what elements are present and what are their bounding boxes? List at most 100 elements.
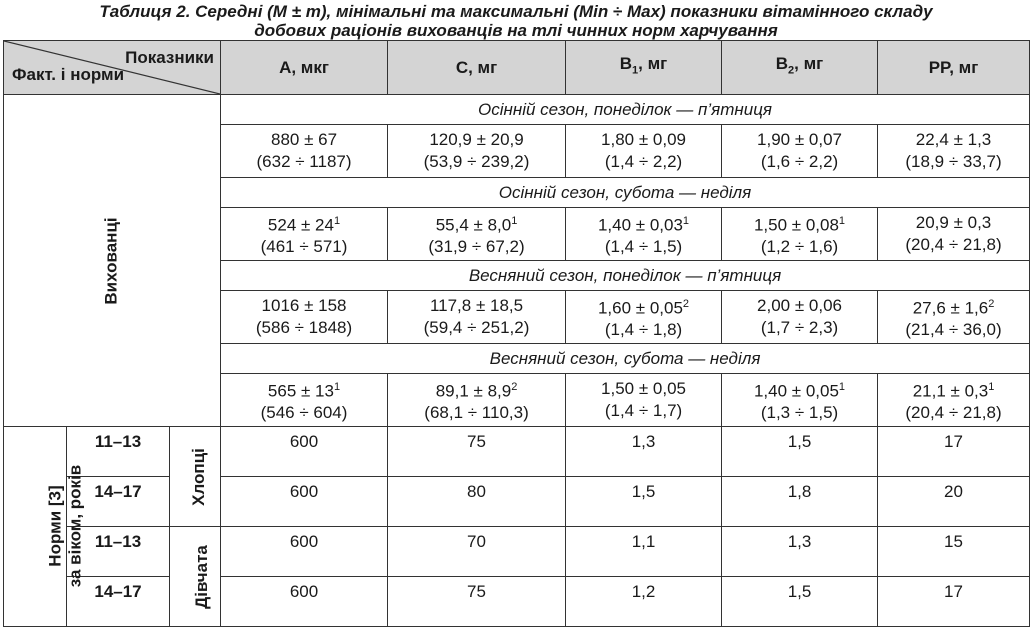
value-cell: 1,60 ± 0,052 (1,4 ÷ 1,8) [565, 290, 723, 344]
value-cell: 27,6 ± 1,62 (21,4 ÷ 36,0) [877, 290, 1031, 344]
norm-value: 1,2 [565, 576, 723, 627]
significance-mark: 1 [511, 214, 518, 227]
significance-mark: 2 [682, 297, 690, 310]
range-value: (1,4 ÷ 1,8) [604, 320, 683, 340]
mean-value: 1,80 ± 0,09 [601, 130, 686, 149]
norms-label-cell: Норми [3] за віком, років [3, 426, 84, 627]
value-cell: 21,1 ± 0,31 (20,4 ÷ 21,8) [877, 373, 1031, 427]
significance-mark: 2 [511, 380, 518, 393]
mean-value: 22,4 ± 1,3 [915, 130, 992, 149]
mean-value: 1,50 ± 0,08 [753, 215, 839, 235]
value-cell: 1016 ± 158 (586 ÷ 1848) [220, 290, 389, 344]
value-cell: 565 ± 131 (546 ÷ 604) [220, 373, 389, 427]
mean-value: 1,90 ± 0,07 [757, 130, 842, 149]
value-cell: 89,1 ± 8,92 (68,1 ÷ 110,3) [387, 373, 567, 427]
norm-value: 600 [220, 576, 389, 627]
significance-mark: 2 [988, 297, 995, 310]
mean-value: 89,1 ± 8,9 [435, 381, 512, 401]
mean-value: 1,60 ± 0,05 [597, 298, 683, 318]
mean-value: 1,40 ± 0,03 [597, 215, 683, 235]
range-value: (1,4 ÷ 1,5) [604, 237, 683, 257]
norm-value: 1,5 [721, 576, 879, 627]
sex-cell: Хлопці [168, 426, 222, 527]
mean-value: 120,9 ± 20,9 [429, 130, 524, 149]
corner-header: Показники Факт. і норми [2, 40, 222, 95]
norm-value: 1,3 [721, 526, 879, 577]
mean-value: 1016 ± 158 [261, 296, 347, 315]
norm-value: 17 [877, 576, 1031, 627]
norm-value: 600 [220, 526, 389, 577]
corner-diagonal [4, 41, 220, 94]
col-header-a: A, мкг [220, 40, 389, 95]
value-cell: 1,40 ± 0,051 (1,3 ÷ 1,5) [721, 373, 879, 427]
col-header-b2: B2, мг [721, 40, 879, 95]
value-cell: 880 ± 67 (632 ÷ 1187) [220, 124, 389, 178]
mean-value: 565 ± 13 [267, 381, 334, 401]
norm-value: 1,8 [721, 476, 879, 527]
mean-value: 524 ± 24 [267, 215, 334, 235]
norm-row: 14–17 600 75 1,2 1,5 17 [4, 576, 1031, 627]
norm-value: 75 [387, 576, 567, 627]
range-value: (1,4 ÷ 2,2) [604, 152, 683, 171]
significance-mark: 1 [838, 214, 846, 227]
table-caption: Таблиця 2. Середні (M ± m), мінімальні т… [0, 0, 1032, 40]
age-cell: 11–13 [66, 526, 170, 577]
season-title: Осінній сезон, понеділок — п’ятниця [220, 94, 1031, 125]
value-cell: 55,4 ± 8,01 (31,9 ÷ 67,2) [387, 207, 567, 261]
value-cell: 1,40 ± 0,031 (1,4 ÷ 1,5) [565, 207, 723, 261]
norm-value: 600 [220, 426, 389, 477]
range-value: (18,9 ÷ 33,7) [905, 152, 1002, 171]
sex-cell: Дівчата [168, 526, 222, 627]
pupils-label: Вихованці [102, 216, 121, 305]
season-row: Осінній сезон, субота — неділя [4, 177, 1031, 208]
corner-top-label: Показники [125, 48, 215, 67]
range-value: (20,4 ÷ 21,8) [905, 403, 1002, 423]
mean-value: 20,9 ± 0,3 [915, 213, 992, 232]
range-value: (632 ÷ 1187) [256, 152, 352, 171]
significance-mark: 1 [333, 380, 341, 393]
norm-row: Норми [3] за віком, років 11–13 Хлопці 600 75… [3, 426, 1031, 627]
norm-value: 600 [220, 476, 389, 527]
norm-value: 70 [387, 526, 567, 577]
col-header-c: C, мг [387, 40, 567, 95]
range-value: (461 ÷ 571) [260, 237, 348, 257]
age-cell: 11–13 [66, 426, 170, 477]
season-title: Весняний сезон, понеділок — п’ятниця [220, 260, 1031, 291]
value-cell: 1,80 ± 0,09 (1,4 ÷ 2,2) [565, 124, 723, 178]
norm-value: 80 [387, 476, 567, 527]
sex-label: Хлопці [188, 447, 208, 506]
norm-value: 17 [877, 426, 1031, 477]
norm-value: 1,5 [721, 426, 879, 477]
values-row: 524 ± 241 (461 ÷ 571) 55,4 ± 8,01 (31,9 ÷ 6… [4, 207, 1031, 261]
significance-mark: 1 [682, 214, 690, 227]
range-value: (546 ÷ 604) [260, 403, 348, 423]
range-value: (20,4 ÷ 21,8) [905, 235, 1002, 254]
value-cell: 524 ± 241 (461 ÷ 571) [220, 207, 389, 261]
norms-label: Норми [3] за віком, років [45, 464, 85, 588]
col-header-pp: PP, мг [877, 40, 1031, 95]
range-value: (586 ÷ 1848) [255, 318, 353, 337]
header-row: Показники Факт. і норми A, мкг C, мг B1,… [2, 40, 1031, 95]
norm-row: 11–13 Дівчата 600 70 1,1 1,3 15 [4, 526, 1031, 627]
season-title: Осінній сезон, субота — неділя [220, 177, 1031, 208]
range-value: (1,2 ÷ 1,6) [760, 237, 839, 257]
value-cell: 117,8 ± 18,5 (59,4 ÷ 251,2) [387, 290, 567, 344]
range-value: (21,4 ÷ 36,0) [905, 320, 1002, 340]
range-value: (1,7 ÷ 2,3) [760, 318, 839, 337]
value-cell: 1,50 ± 0,081 (1,2 ÷ 1,6) [721, 207, 879, 261]
significance-mark: 1 [838, 380, 846, 393]
values-row: 565 ± 131 (546 ÷ 604) 89,1 ± 8,92 (68,1 ÷ 1… [4, 373, 1031, 427]
corner-bottom-label: Факт. і норми [12, 65, 125, 84]
value-cell: 1,50 ± 0,05 (1,4 ÷ 1,7) [565, 373, 723, 427]
season-row: Весняний сезон, субота — неділя [4, 343, 1031, 374]
caption-line-1: Таблиця 2. Середні (M ± m), мінімальні т… [99, 2, 933, 21]
season-row: Весняний сезон, понеділок — п’ятниця [4, 260, 1031, 291]
norm-value: 1,5 [565, 476, 723, 527]
norm-value: 1,3 [565, 426, 723, 477]
significance-mark: 1 [333, 214, 341, 227]
range-value: (1,3 ÷ 1,5) [760, 403, 839, 423]
values-row: 880 ± 67 (632 ÷ 1187) 120,9 ± 20,9 (53,9 ÷ … [4, 124, 1031, 178]
pupils-label-cell: Вихованці [2, 94, 222, 427]
value-cell: 20,9 ± 0,3 (20,4 ÷ 21,8) [877, 207, 1031, 261]
age-cell: 14–17 [66, 476, 170, 527]
